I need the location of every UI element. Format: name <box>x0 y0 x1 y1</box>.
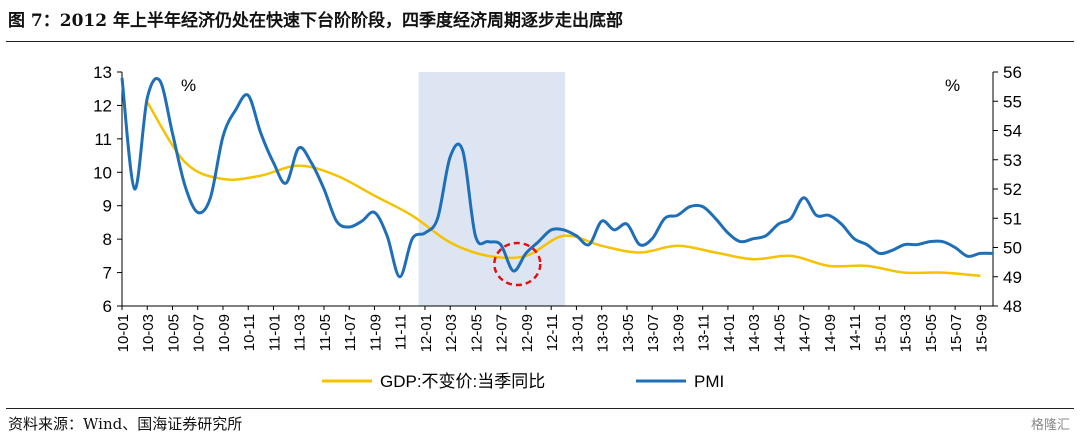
left-tick-label: 12 <box>93 96 112 115</box>
x-tick-label: 14-09 <box>822 314 839 352</box>
x-tick-label: 13-01 <box>569 314 586 352</box>
highlight-circle <box>493 241 542 287</box>
left-tick-label: 6 <box>103 297 112 316</box>
x-tick-label: 13-03 <box>595 314 612 352</box>
figure-title: 图 7：2012 年上半年经济仍处在快速下台阶阶段，四季度经济周期逐步走出底部 <box>8 11 623 31</box>
right-tick-label: 56 <box>1003 63 1022 82</box>
gdp-series-line <box>146 101 981 278</box>
top-divider <box>6 41 1074 42</box>
x-tick-label: 11-07 <box>342 314 359 351</box>
x-tick-label: 14-11 <box>847 314 864 351</box>
pmi-series-line <box>120 77 994 279</box>
left-tick-label: 7 <box>103 264 112 283</box>
right-tick-label: 54 <box>1003 122 1022 141</box>
x-tick-label: 14-05 <box>771 314 788 352</box>
right-tick-label: 55 <box>1003 92 1022 111</box>
x-tick-label: 15-01 <box>872 314 889 352</box>
x-tick-label: 12-05 <box>468 314 485 352</box>
x-tick-label: 11-09 <box>367 314 384 351</box>
right-tick-label: 49 <box>1003 268 1022 287</box>
x-tick-label: 10-09 <box>216 314 233 352</box>
x-tick-label: 10-07 <box>191 314 208 352</box>
x-tick-label: 12-09 <box>519 314 536 352</box>
x-tick-label: 12-03 <box>443 314 460 352</box>
right-tick-label: 51 <box>1003 209 1022 228</box>
legend-gdp-label: GDP:不变价:当季同比 <box>380 372 545 391</box>
x-tick-label: 10-03 <box>140 314 157 352</box>
x-tick-label: 12-01 <box>418 314 435 352</box>
right-tick-label: 52 <box>1003 180 1022 199</box>
x-tick-label: 15-03 <box>898 314 915 352</box>
left-tick-label: 8 <box>103 230 112 249</box>
x-tick-label: 14-01 <box>721 314 738 352</box>
x-tick-label: 13-11 <box>696 314 713 351</box>
legend-pmi-label: PMI <box>694 372 724 391</box>
watermark-logo: 格隆汇 <box>1030 417 1070 432</box>
x-tick-label: 10-11 <box>241 314 258 351</box>
right-axis-unit: % <box>945 76 960 95</box>
x-tick-label: 15-05 <box>923 314 940 352</box>
x-tick-label: 12-11 <box>544 314 561 351</box>
right-tick-label: 53 <box>1003 151 1022 170</box>
x-tick-label: 13-05 <box>620 314 637 352</box>
x-tick-label: 11-03 <box>292 314 309 351</box>
x-tick-label: 11-05 <box>317 314 334 351</box>
x-tick-label: 15-09 <box>973 314 990 352</box>
shaded-period-band <box>418 72 566 306</box>
left-tick-label: 10 <box>93 163 112 182</box>
source-note: 资料来源：Wind、国海证券研究所 <box>8 415 243 433</box>
x-tick-label: 13-09 <box>670 314 687 352</box>
left-tick-label: 13 <box>93 63 112 82</box>
x-tick-label: 15-07 <box>948 314 965 352</box>
x-tick-label: 12-07 <box>494 314 511 352</box>
left-axis-unit: % <box>181 76 196 95</box>
x-tick-label: 14-07 <box>797 314 814 352</box>
x-tick-label: 13-07 <box>645 314 662 352</box>
x-tick-label: 14-03 <box>746 314 763 352</box>
x-tick-label: 11-01 <box>266 314 283 351</box>
x-tick-label: 11-11 <box>393 314 410 350</box>
left-tick-label: 11 <box>94 130 112 149</box>
x-tick-label: 10-01 <box>115 314 132 352</box>
x-tick-label: 10-05 <box>165 314 182 352</box>
left-tick-label: 9 <box>103 197 112 216</box>
right-tick-label: 50 <box>1003 239 1022 258</box>
right-tick-label: 48 <box>1003 297 1022 316</box>
bottom-divider <box>6 408 1074 409</box>
